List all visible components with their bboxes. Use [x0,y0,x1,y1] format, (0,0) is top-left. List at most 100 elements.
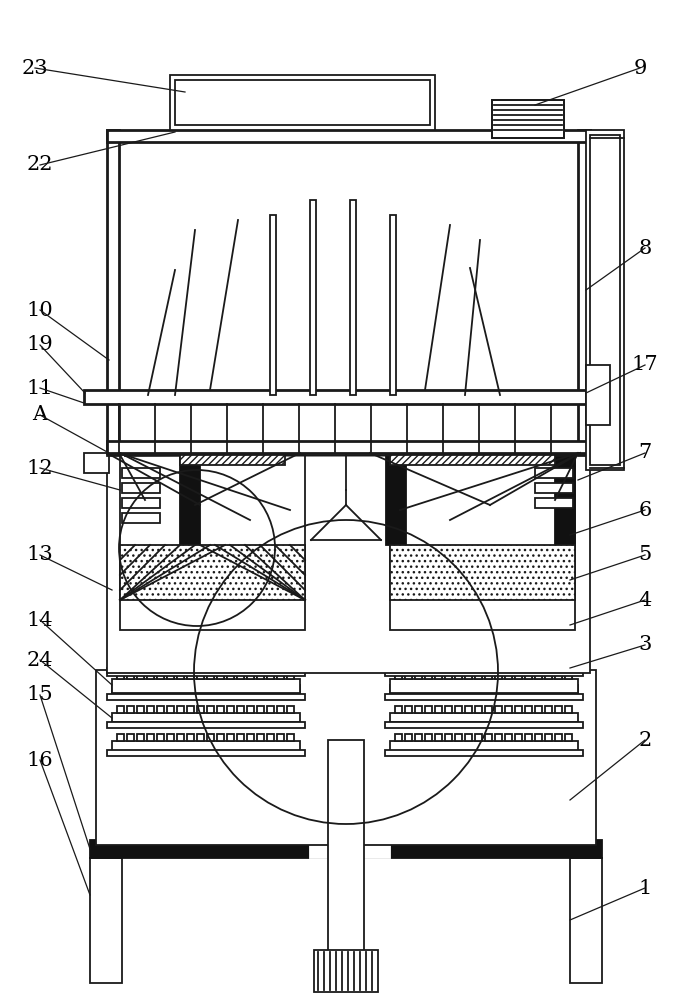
Text: 24: 24 [27,650,53,670]
Bar [112,722,300,727]
Bar [425,706,432,713]
Bar [590,135,620,465]
Bar [475,678,482,685]
Bar [495,678,502,685]
Bar [455,672,462,679]
Bar [395,678,402,685]
Bar [177,672,184,679]
Text: 14: 14 [27,610,53,630]
Text: 5: 5 [639,546,652,564]
Bar [505,734,512,741]
Text: 22: 22 [27,155,53,174]
Bar [465,706,472,713]
Text: 11: 11 [26,378,53,397]
Bar [415,678,422,685]
Bar [586,365,610,425]
Bar [570,858,602,983]
Bar [227,734,234,741]
Bar [187,672,194,679]
Bar [455,678,462,685]
Bar [475,706,482,713]
Bar [425,734,432,741]
Bar [137,734,144,741]
Bar [137,706,144,713]
Bar [405,672,412,679]
Bar [270,215,276,395]
Bar [257,672,264,679]
Bar [435,672,442,679]
Bar [535,498,573,508]
Bar [465,734,472,741]
Text: 19: 19 [26,336,53,355]
Text: 1: 1 [638,879,652,898]
Bar [127,672,134,679]
Bar [120,455,305,630]
Bar [207,734,214,741]
Bar [515,734,522,741]
Bar [310,200,316,395]
Bar [197,678,204,685]
Bar [127,734,134,741]
Text: 7: 7 [639,444,652,462]
Bar [147,678,154,685]
Bar [390,713,578,727]
Text: 4: 4 [639,590,652,609]
Bar [137,672,144,679]
Bar [107,668,305,676]
Bar [187,706,194,713]
Bar [435,678,442,685]
Bar [120,545,305,600]
Bar [112,713,300,727]
Bar [157,734,164,741]
Bar [395,706,402,713]
Bar [390,455,555,465]
Bar [287,706,294,713]
Bar [107,750,305,756]
Bar [395,672,402,679]
Bar [505,706,512,713]
Bar [586,130,624,470]
Bar [505,672,512,679]
Bar [122,483,160,493]
Bar [287,672,294,679]
Bar [217,734,224,741]
Bar [167,706,174,713]
Bar [277,678,284,685]
Bar [157,678,164,685]
Bar [287,678,294,685]
Bar [107,130,119,455]
Bar [390,741,578,755]
Bar [112,679,300,693]
Bar [167,734,174,741]
Bar [555,678,562,685]
Bar [112,694,300,699]
Bar [227,678,234,685]
Bar [257,706,264,713]
Text: 13: 13 [26,546,53,564]
Bar [445,734,452,741]
Bar [415,734,422,741]
Bar [525,734,532,741]
Bar [475,672,482,679]
Text: A: A [33,406,48,424]
Bar [515,672,522,679]
Bar [465,678,472,685]
Bar [505,678,512,685]
Bar [180,455,200,545]
Bar [445,678,452,685]
Bar [197,706,204,713]
Text: 6: 6 [639,500,652,520]
Bar [257,678,264,685]
Bar [390,722,578,727]
Bar [127,706,134,713]
Bar [445,706,452,713]
Bar [147,734,154,741]
Bar [237,706,244,713]
Bar [287,734,294,741]
Bar [555,455,575,545]
Bar [485,672,492,679]
Bar [535,706,542,713]
Bar [415,672,422,679]
Bar [277,706,284,713]
Bar [117,672,124,679]
